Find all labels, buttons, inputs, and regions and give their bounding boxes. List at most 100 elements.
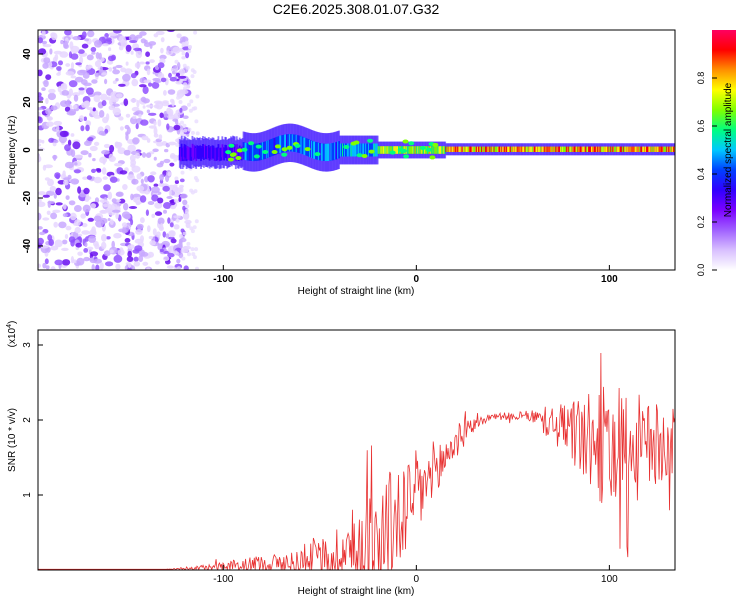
- noise-blob: [136, 99, 140, 108]
- noise-blob: [53, 50, 63, 55]
- noise-blob: [38, 263, 41, 268]
- signal-cell: [287, 134, 289, 152]
- noise-blob: [67, 139, 72, 146]
- signal-cell: [248, 143, 251, 161]
- noise-blob: [46, 190, 55, 196]
- noise-blob: [118, 83, 126, 87]
- noise-blob: [160, 37, 165, 43]
- signal-cell: [305, 138, 308, 156]
- noise-blob: [94, 60, 102, 68]
- signal-cell: [455, 146, 458, 152]
- noise-blob: [105, 113, 110, 121]
- noise-blob: [50, 105, 58, 111]
- noise-blob: [169, 76, 177, 82]
- noise-blob: [39, 231, 46, 236]
- noise-blob: [133, 261, 141, 267]
- noise-blob: [107, 55, 116, 62]
- noise-blob: [38, 201, 46, 208]
- noise-blob: [166, 196, 173, 199]
- noise-blob: [120, 126, 124, 131]
- signal-cell: [647, 146, 649, 152]
- noise-blob: [115, 78, 119, 82]
- noise-blob: [91, 51, 96, 55]
- noise-blob: [117, 147, 126, 155]
- signal-cell: [239, 147, 242, 160]
- signal-spot: [314, 152, 321, 157]
- noise-blob: [85, 124, 90, 132]
- signal-cell: [198, 145, 200, 159]
- signal-cell: [592, 146, 594, 152]
- signal-spot: [228, 143, 235, 148]
- noise-blob: [118, 35, 126, 44]
- noise-blob: [81, 230, 90, 235]
- noise-blob: [41, 30, 46, 37]
- signal-cell: [491, 146, 494, 152]
- signal-cell: [436, 146, 439, 154]
- noise-blob: [102, 203, 109, 208]
- noise-blob: [74, 162, 78, 166]
- noise-blob: [61, 247, 69, 251]
- signal-cell: [340, 143, 342, 157]
- snr-series-line: [38, 352, 675, 570]
- noise-blob: [90, 203, 97, 209]
- signal-cell: [367, 143, 369, 157]
- signal-cell: [651, 146, 654, 152]
- noise-blob: [131, 178, 139, 185]
- x-tick-label: -100: [213, 574, 233, 585]
- noise-blob: [127, 144, 136, 153]
- signal-spot: [274, 144, 281, 149]
- noise-blob: [185, 51, 190, 59]
- noise-blob: [112, 69, 120, 75]
- signal-cell: [627, 146, 630, 152]
- noise-blob: [74, 226, 81, 234]
- signal-cell: [336, 141, 338, 160]
- noise-blob: [122, 184, 128, 190]
- signal-cell: [284, 134, 286, 152]
- noise-blob: [176, 33, 182, 39]
- noise-blob: [44, 258, 49, 265]
- noise-blob: [175, 142, 180, 147]
- figure-title: C2E6.2025.308.01.07.G32: [273, 1, 440, 17]
- colorbar-tick-label: 0.6: [696, 120, 706, 133]
- noise-blob: [102, 176, 108, 180]
- noise-blob: [91, 264, 95, 270]
- noise-blob: [127, 174, 135, 181]
- signal-spot: [368, 149, 375, 154]
- noise-blob: [64, 234, 69, 239]
- noise-blob: [38, 111, 41, 117]
- noise-blob: [130, 265, 136, 270]
- noise-blob: [139, 84, 147, 88]
- noise-blob: [58, 60, 63, 66]
- noise-blob: [182, 115, 189, 119]
- noise-blob: [146, 267, 151, 270]
- noise-blob: [105, 37, 112, 42]
- noise-blob: [148, 82, 153, 87]
- noise-blob: [42, 217, 50, 221]
- signal-cell: [179, 148, 182, 162]
- noise-blob: [109, 176, 118, 183]
- signal-spot: [420, 146, 426, 150]
- noise-blob: [74, 219, 81, 227]
- x-tick-label: 100: [601, 574, 618, 585]
- signal-cell: [235, 144, 238, 158]
- signal-cell: [320, 143, 323, 161]
- noise-blob: [108, 67, 113, 72]
- noise-blob: [83, 187, 90, 195]
- signal-spot: [294, 143, 301, 148]
- signal-spot: [241, 147, 248, 152]
- noise-blob: [63, 177, 71, 181]
- signal-cell: [653, 146, 656, 152]
- signal-cell: [494, 146, 497, 152]
- signal-spot: [304, 147, 311, 152]
- noise-blob: [83, 248, 89, 253]
- noise-blob: [38, 69, 43, 77]
- noise-blob: [92, 158, 96, 162]
- signal-cell: [470, 146, 473, 152]
- snr-panel: -100 0 100 1 2 3 Height of straight line (km…: [6, 321, 676, 597]
- noise-blob: [123, 149, 131, 156]
- signal-cell: [448, 146, 450, 152]
- signal-cell: [249, 143, 252, 161]
- noise-blob: [186, 84, 191, 89]
- noise-blob: [48, 88, 56, 94]
- signal-cell: [553, 146, 556, 152]
